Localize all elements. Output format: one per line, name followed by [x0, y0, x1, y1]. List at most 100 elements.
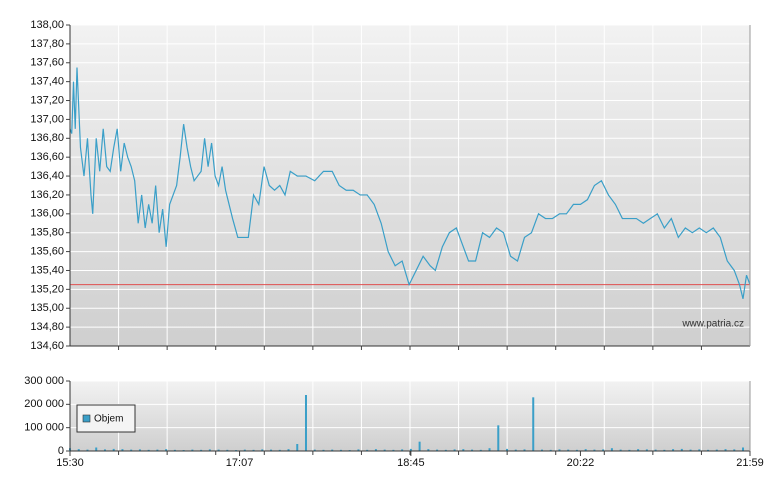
volume-bar — [270, 449, 273, 451]
volume-bar — [680, 448, 683, 451]
volume-bar — [462, 449, 465, 451]
volume-bar — [602, 449, 605, 451]
volume-bar — [715, 449, 718, 451]
y-tick-label: 134,80 — [30, 321, 64, 333]
volume-bar — [733, 449, 736, 451]
volume-bar — [287, 449, 290, 451]
volume-bar — [436, 449, 439, 451]
volume-bar — [549, 449, 552, 451]
volume-bar — [357, 449, 360, 451]
volume-bar — [401, 449, 404, 451]
volume-bar — [523, 449, 526, 451]
volume-bar — [130, 449, 133, 451]
y-tick-label: 136,60 — [30, 151, 64, 163]
volume-bar — [628, 449, 631, 451]
volume-bar — [532, 397, 535, 451]
volume-bar — [383, 449, 386, 451]
volume-bar — [637, 449, 640, 451]
volume-bar — [698, 449, 701, 451]
y-tick-label: 135,00 — [30, 302, 64, 314]
volume-bar — [86, 449, 89, 451]
volume-bar — [567, 449, 570, 451]
volume-bar — [497, 425, 500, 451]
x-tick-label: 18:45 — [397, 457, 425, 469]
volume-bar — [654, 449, 657, 451]
volume-bar — [418, 441, 421, 451]
volume-bar — [742, 447, 745, 451]
volume-bar — [322, 449, 325, 451]
volume-bar — [112, 448, 115, 451]
y-tick-label: 137,40 — [30, 76, 64, 88]
legend-swatch — [82, 414, 91, 423]
volume-bar — [95, 447, 98, 451]
volume-bar — [619, 449, 622, 451]
volume-bar — [558, 449, 561, 451]
x-tick-label: 15:30 — [56, 457, 84, 469]
volume-bar — [156, 449, 159, 451]
price-line — [69, 67, 751, 299]
volume-bar — [208, 449, 211, 451]
y-tick-label: 137,00 — [30, 113, 64, 125]
marks: 134,60 134,80 135,00 135,20 135,40 135,60 135,… — [24, 19, 764, 469]
volume-bar — [77, 449, 80, 451]
volume-bar — [672, 449, 675, 451]
volume-bar — [575, 449, 578, 451]
legend-label: Objem — [94, 414, 123, 425]
volume-bar — [444, 449, 447, 451]
y-tick-label: 135,60 — [30, 245, 64, 257]
y-tick-label: 100 000 — [24, 422, 64, 434]
y-tick-label: 136,20 — [30, 189, 64, 201]
x-tick-label: 17:07 — [226, 457, 254, 469]
volume-bar — [392, 449, 395, 451]
volume-bar — [409, 448, 412, 451]
volume-bar — [339, 449, 342, 451]
volume-bar — [243, 449, 246, 451]
volume-bar — [471, 449, 474, 451]
x-tick-label: 20:22 — [567, 457, 595, 469]
volume-bar — [103, 449, 106, 451]
volume-bar — [724, 449, 727, 451]
volume-bar — [366, 449, 369, 451]
volume-bar — [506, 448, 509, 451]
volume-bar — [707, 449, 710, 451]
volume-bar — [217, 449, 220, 451]
y-tick-label: 0 — [58, 445, 64, 457]
volume-bar — [226, 449, 229, 451]
x-tick-label: 21:59 — [736, 457, 764, 469]
volume-bar — [173, 449, 176, 451]
y-tick-label: 137,20 — [30, 94, 64, 106]
volume-bar — [453, 449, 456, 451]
y-tick-label: 300 000 — [24, 375, 64, 387]
y-tick-label: 137,80 — [30, 38, 64, 50]
volume-bar — [427, 449, 430, 451]
volume-bar — [147, 449, 150, 451]
volume-bar — [121, 449, 124, 451]
volume-bar — [252, 449, 255, 451]
y-tick-label: 138,00 — [30, 19, 64, 31]
volume-bar — [374, 449, 377, 451]
volume-bar — [540, 449, 543, 451]
volume-bar — [331, 449, 334, 451]
volume-bar — [200, 449, 203, 451]
y-tick-label: 137,60 — [30, 57, 64, 69]
y-tick-label: 136,00 — [30, 208, 64, 220]
volume-bar — [689, 449, 692, 451]
volume-bar — [479, 449, 482, 451]
y-tick-label: 135,20 — [30, 283, 64, 295]
volume-bar — [261, 449, 264, 451]
volume-bar — [514, 449, 517, 451]
volume-bar — [296, 444, 299, 451]
y-tick-label: 136,80 — [30, 132, 64, 144]
volume-bar — [191, 449, 194, 451]
volume-bar — [304, 395, 307, 451]
volume-bar — [584, 449, 587, 451]
watermark: www.patria.cz — [681, 319, 744, 330]
y-tick-label: 135,40 — [30, 264, 64, 276]
volume-bar — [663, 449, 666, 451]
y-tick-label: 136,40 — [30, 170, 64, 182]
volume-bar — [138, 449, 141, 451]
volume-bar — [278, 449, 281, 451]
y-tick-label: 135,80 — [30, 227, 64, 239]
